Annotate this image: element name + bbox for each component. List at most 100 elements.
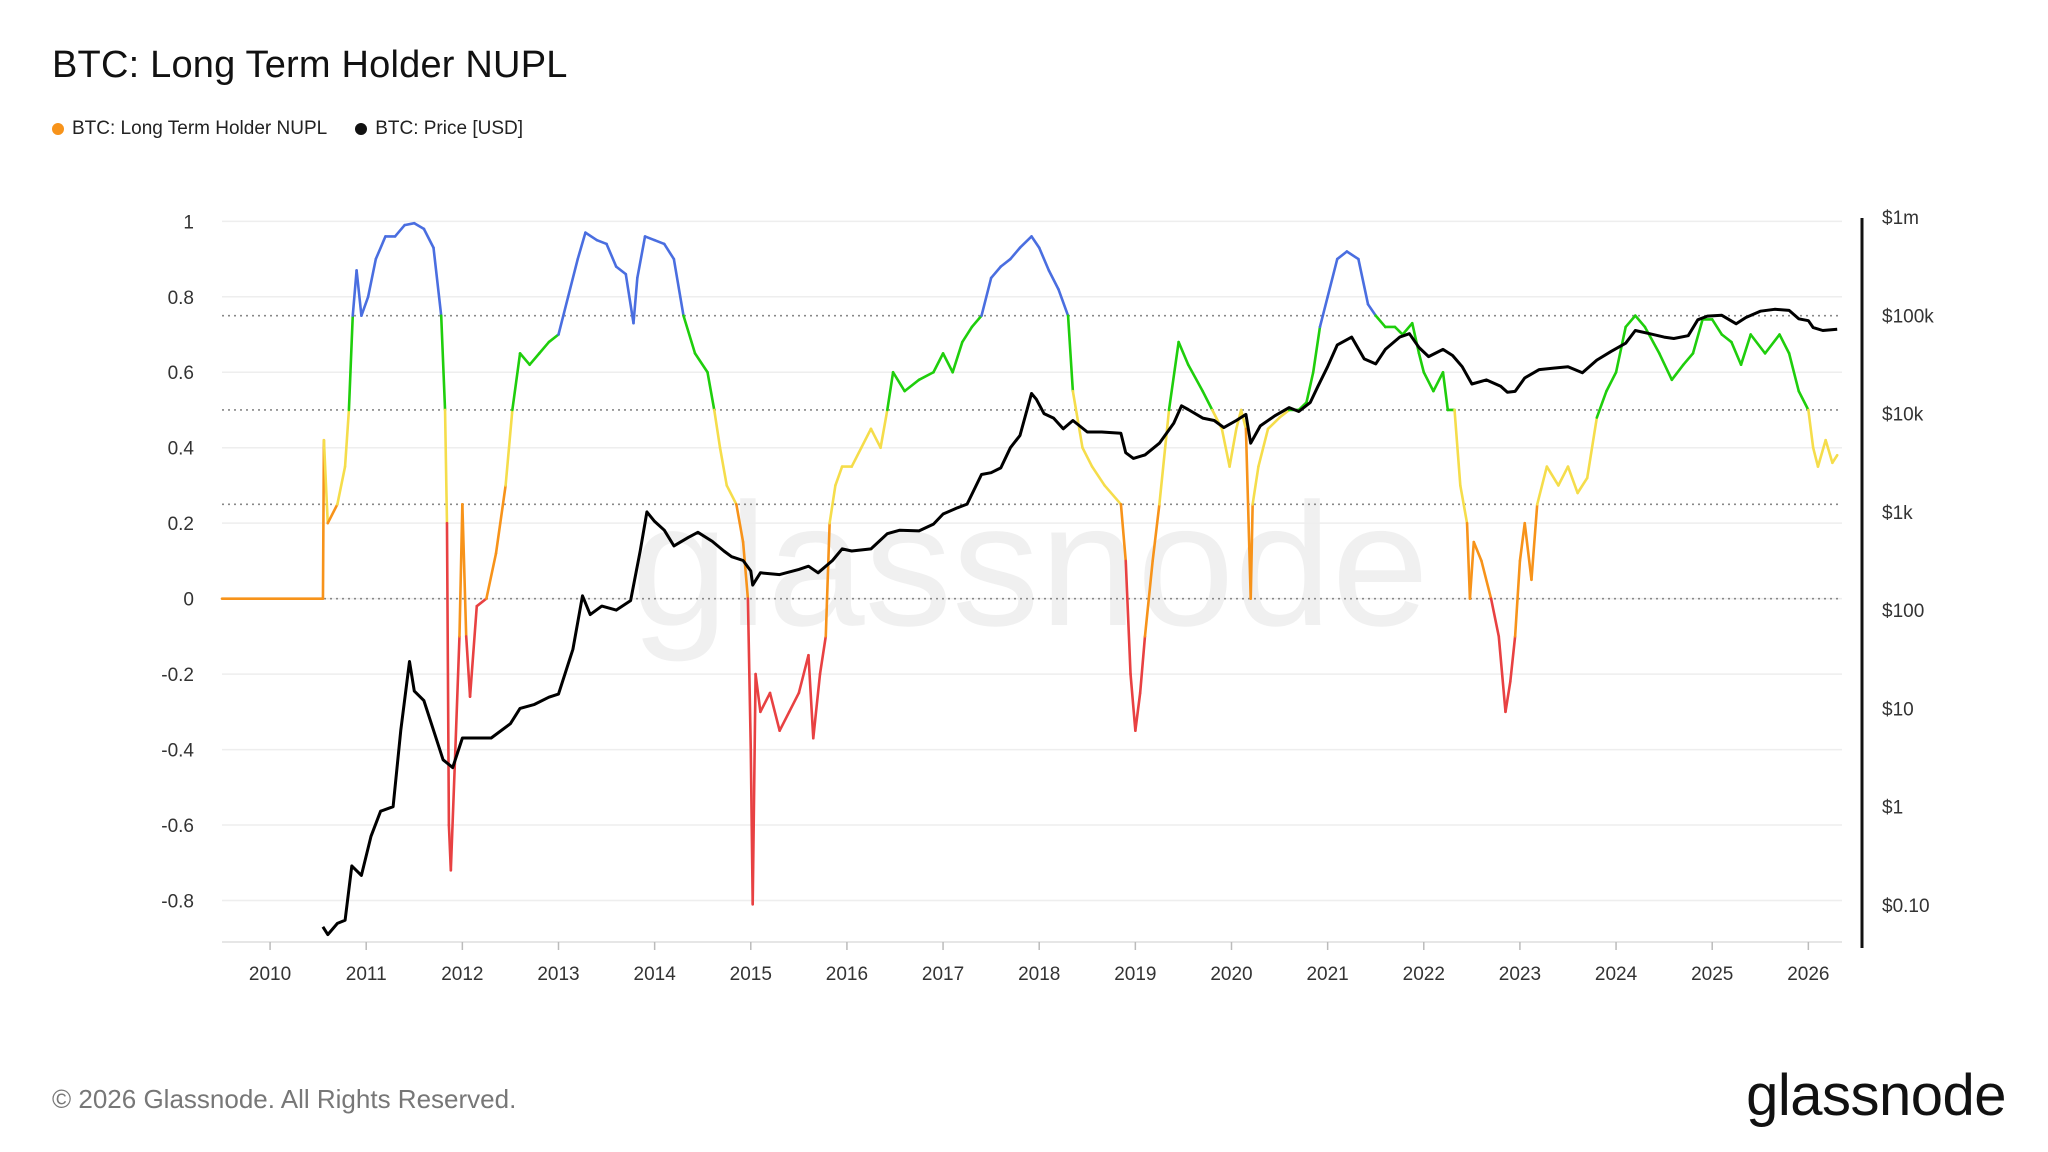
legend-dot-price bbox=[355, 123, 368, 135]
nupl-segment bbox=[1266, 416, 1281, 431]
nupl-segment bbox=[636, 235, 647, 280]
nupl-segment bbox=[1816, 438, 1827, 468]
nupl-segment bbox=[1066, 314, 1075, 393]
nupl-segment bbox=[860, 427, 873, 450]
nupl-segment bbox=[754, 672, 762, 714]
nupl-segment bbox=[693, 352, 709, 374]
nupl-segment bbox=[653, 238, 666, 246]
y-left-tick-label: -0.8 bbox=[161, 891, 194, 912]
legend-dot-nupl bbox=[52, 123, 64, 135]
nupl-segment bbox=[1249, 503, 1254, 600]
nupl-segment bbox=[932, 352, 945, 374]
nupl-segment bbox=[1453, 408, 1462, 487]
nupl-segment bbox=[547, 333, 560, 344]
y-left-tick-label: -0.6 bbox=[161, 816, 194, 837]
nupl-segment bbox=[643, 235, 656, 242]
nupl-segment bbox=[1326, 257, 1339, 299]
nupl-segment bbox=[511, 352, 522, 412]
nupl-segment bbox=[1311, 325, 1322, 374]
y-right-tick-label: $10k bbox=[1882, 405, 1924, 426]
nupl-segment bbox=[557, 295, 570, 336]
nupl-segment bbox=[595, 238, 608, 246]
nupl-segment bbox=[824, 521, 831, 638]
nupl-segment bbox=[1239, 408, 1248, 431]
nupl-segment bbox=[1545, 465, 1560, 487]
nupl-segment bbox=[566, 257, 580, 299]
nupl-segment bbox=[445, 521, 451, 827]
nupl-segment bbox=[1595, 389, 1608, 419]
nupl-segment bbox=[828, 484, 837, 525]
y-right-tick-label: $0.10 bbox=[1882, 896, 1930, 917]
nupl-segment bbox=[1143, 559, 1154, 638]
nupl-segment bbox=[1509, 635, 1517, 683]
nupl-segment bbox=[1177, 340, 1190, 367]
nupl-segment bbox=[1134, 691, 1142, 733]
nupl-segment bbox=[662, 242, 676, 261]
nupl-segment bbox=[1124, 559, 1132, 676]
x-tick-label: 2015 bbox=[730, 964, 772, 985]
x-tick-label: 2024 bbox=[1595, 964, 1638, 985]
nupl-segment bbox=[980, 276, 993, 317]
nupl-segment bbox=[1335, 250, 1349, 261]
legend-item-price[interactable]: BTC: Price [USD] bbox=[355, 118, 523, 140]
nupl-segment bbox=[1468, 540, 1476, 600]
nupl-segment bbox=[1422, 370, 1435, 393]
x-tick-label: 2011 bbox=[346, 964, 387, 985]
x-tick-label: 2023 bbox=[1499, 964, 1541, 985]
nupl-segment bbox=[1251, 465, 1260, 506]
nupl-segment bbox=[1129, 672, 1137, 733]
x-tick-label: 2016 bbox=[826, 964, 868, 985]
nupl-segment bbox=[1201, 389, 1214, 412]
nupl-segment bbox=[725, 484, 738, 506]
nupl-segment bbox=[1710, 318, 1724, 336]
nupl-segment bbox=[1566, 465, 1579, 495]
nupl-segment bbox=[1305, 370, 1315, 404]
nupl-segment bbox=[1633, 314, 1647, 329]
nupl-segment bbox=[989, 265, 1003, 280]
nupl-segment bbox=[1318, 295, 1329, 329]
x-tick-label: 2025 bbox=[1691, 964, 1733, 985]
nupl-segment bbox=[1749, 333, 1767, 355]
nupl-segment bbox=[336, 465, 347, 506]
nupl-segment bbox=[494, 484, 507, 555]
nupl-segment bbox=[850, 446, 863, 468]
nupl-segment bbox=[485, 552, 498, 600]
nupl-segment bbox=[1357, 257, 1370, 306]
nupl-segment bbox=[1518, 521, 1527, 563]
nupl-segment bbox=[818, 635, 828, 676]
nupl-segment bbox=[412, 221, 426, 231]
nupl-segment bbox=[1489, 597, 1501, 638]
nupl-segment bbox=[1465, 521, 1472, 600]
y-left-tick-label: 0.8 bbox=[168, 288, 194, 309]
nupl-segment bbox=[682, 314, 697, 355]
nupl-segment bbox=[1401, 321, 1414, 336]
nupl-segment bbox=[468, 604, 479, 699]
nupl-segment bbox=[807, 653, 815, 740]
nupl-segment bbox=[1417, 352, 1426, 374]
nupl-segment bbox=[528, 352, 541, 367]
legend-item-nupl[interactable]: BTC: Long Term Holder NUPL bbox=[52, 118, 327, 140]
nupl-segment bbox=[1807, 408, 1815, 450]
nupl-segment bbox=[886, 370, 895, 412]
nupl-segment bbox=[903, 378, 921, 393]
nupl-segment bbox=[1614, 325, 1627, 374]
nupl-segment bbox=[891, 370, 906, 393]
nupl-segment bbox=[746, 597, 753, 751]
y-right-tick-label: $1k bbox=[1882, 503, 1913, 524]
nupl-segment bbox=[1831, 453, 1839, 465]
y-left-tick-label: -0.2 bbox=[161, 665, 194, 686]
y-left-tick-label: -0.4 bbox=[161, 741, 194, 762]
price-line bbox=[321, 307, 1838, 937]
nupl-segment bbox=[951, 340, 964, 374]
x-tick-label: 2017 bbox=[922, 964, 964, 985]
nupl-segment bbox=[759, 691, 772, 714]
nupl-segment bbox=[1167, 340, 1180, 412]
nupl-segment bbox=[1691, 318, 1704, 355]
nupl-segment bbox=[718, 446, 729, 487]
nupl-segment bbox=[1345, 250, 1360, 261]
nupl-segment bbox=[432, 246, 443, 317]
y-left-tick-label: 0.6 bbox=[168, 363, 194, 384]
nupl-segment bbox=[735, 503, 745, 544]
nupl-segment bbox=[464, 635, 472, 699]
